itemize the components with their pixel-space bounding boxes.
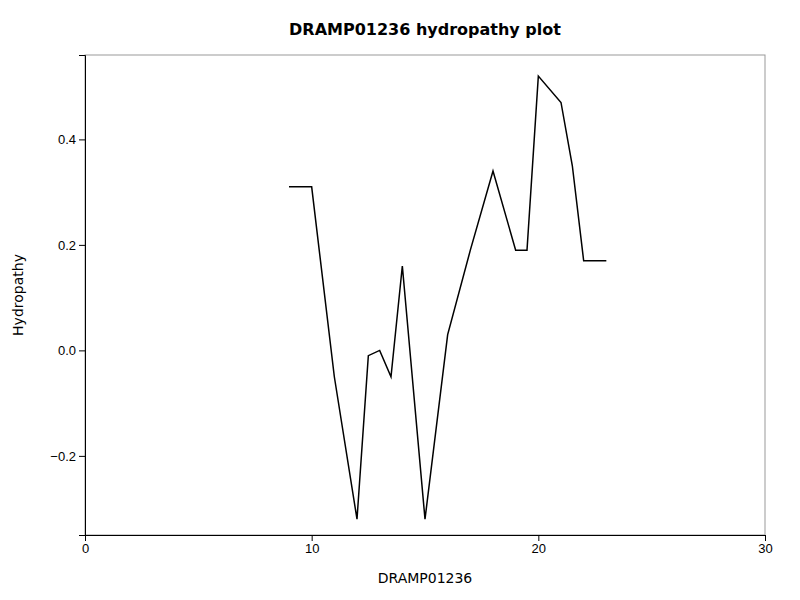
y-tick-mark xyxy=(79,456,85,457)
x-axis: 0 10 20 30 xyxy=(82,535,773,556)
y-tick: 0.0 xyxy=(58,343,85,358)
y-tick: −0.2 xyxy=(50,449,85,464)
chart: 0 10 20 30 −0.2 0.0 0.2 0.4 DRAMP01236 hydropath… xyxy=(0,0,800,600)
x-tick-mark xyxy=(765,535,766,541)
x-tick-label: 0 xyxy=(82,541,89,556)
y-tick-label: 0.4 xyxy=(58,132,76,147)
y-tick: 0.2 xyxy=(58,238,85,253)
x-tick-mark xyxy=(312,535,313,541)
y-axis-title: Hydropathy xyxy=(10,254,26,336)
x-tick-mark xyxy=(538,535,539,541)
x-domain xyxy=(86,536,766,542)
y-domain xyxy=(79,56,86,536)
x-axis-title: DRAMP01236 xyxy=(378,570,473,586)
x-tick-label: 10 xyxy=(305,541,319,556)
y-tick-mark xyxy=(79,139,85,140)
y-tick-label: −0.2 xyxy=(50,449,76,464)
x-tick: 20 xyxy=(532,535,546,556)
x-tick-label: 20 xyxy=(532,541,546,556)
x-tick-label: 30 xyxy=(758,541,772,556)
y-tick-label: 0.2 xyxy=(58,238,76,253)
title: DRAMP01236 hydropathy plot xyxy=(289,20,561,39)
data-line xyxy=(289,76,606,519)
x-tick: 0 xyxy=(82,535,89,556)
plot-frame xyxy=(85,55,765,535)
y-tick-label: 0.0 xyxy=(58,343,76,358)
y-tick: 0.4 xyxy=(58,132,85,147)
y-tick-mark xyxy=(79,245,85,246)
x-tick: 10 xyxy=(305,535,319,556)
y-tick-mark xyxy=(79,350,85,351)
plot-area: 0 10 20 30 −0.2 0.0 0.2 0.4 xyxy=(50,55,772,556)
x-tick: 30 xyxy=(758,535,772,556)
y-axis: −0.2 0.0 0.2 0.4 xyxy=(50,56,85,536)
data-layer xyxy=(289,76,606,519)
